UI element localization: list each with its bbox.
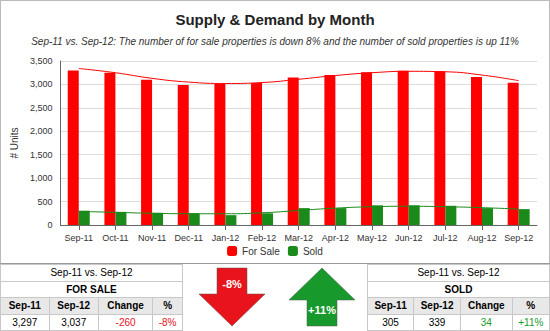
svg-text:Supply & Demand by Month: Supply & Demand by Month: [175, 11, 374, 28]
svg-text:0: 0: [47, 220, 52, 230]
svg-text:Dec-11: Dec-11: [175, 233, 203, 243]
svg-text:# Units: # Units: [9, 127, 20, 158]
svg-text:Apr-12: Apr-12: [322, 233, 349, 243]
svg-text:+11%: +11%: [308, 304, 336, 316]
html-text:Change: Change: [468, 300, 505, 312]
svg-text:Mar-12: Mar-12: [284, 233, 313, 243]
html-text:SOLD: SOLD: [444, 283, 473, 295]
svg-text:Sep-11 vs. Sep-12: The number: Sep-11 vs. Sep-12: The number of for sal…: [31, 36, 519, 47]
svg-text:Oct-11: Oct-11: [102, 233, 128, 243]
svg-text:May-12: May-12: [357, 233, 387, 243]
html-text:+11%: +11%: [518, 316, 544, 328]
svg-text:3,500: 3,500: [30, 56, 53, 66]
html-text:34: 34: [480, 316, 492, 328]
html-text:Sep-11: Sep-11: [374, 300, 407, 312]
html-text:-260: -260: [115, 316, 136, 328]
svg-text:Nov-11: Nov-11: [138, 233, 166, 243]
svg-text:1,000: 1,000: [30, 173, 53, 183]
html-text:Sep-11 vs. Sep-12: Sep-11 vs. Sep-12: [417, 267, 500, 279]
html-text:Change: Change: [107, 300, 144, 312]
html-text:Sep-12: Sep-12: [420, 300, 454, 312]
svg-text:Aug-12: Aug-12: [467, 233, 496, 243]
svg-text:1,500: 1,500: [30, 150, 53, 160]
svg-text:3,000: 3,000: [30, 79, 53, 89]
svg-text:Jun-12: Jun-12: [395, 233, 423, 243]
svg-text:Sep-11: Sep-11: [65, 233, 93, 243]
html-text:Sep-11: Sep-11: [8, 300, 41, 312]
html-text:339: 339: [428, 316, 446, 328]
svg-text:Sold: Sold: [303, 246, 323, 257]
html-text:3,037: 3,037: [61, 316, 87, 328]
svg-text:Jan-12: Jan-12: [212, 233, 240, 243]
svg-text:Jul-12: Jul-12: [433, 233, 458, 243]
svg-text:-8%: -8%: [222, 278, 242, 290]
svg-text:Sep-12: Sep-12: [504, 233, 533, 243]
svg-text:For Sale: For Sale: [242, 246, 280, 257]
html-text:3,297: 3,297: [12, 316, 38, 328]
html-text:Sep-11 vs. Sep-12: Sep-11 vs. Sep-12: [50, 267, 133, 279]
html-text:305: 305: [382, 316, 399, 328]
svg-text:Feb-12: Feb-12: [248, 233, 277, 243]
svg-text:2,000: 2,000: [30, 126, 53, 136]
html-text:FOR SALE: FOR SALE: [66, 283, 117, 295]
html-text:Sep-12: Sep-12: [57, 300, 91, 312]
svg-text:500: 500: [37, 197, 52, 207]
html-text:-8%: -8%: [158, 316, 177, 328]
svg-text:2,500: 2,500: [30, 103, 53, 113]
